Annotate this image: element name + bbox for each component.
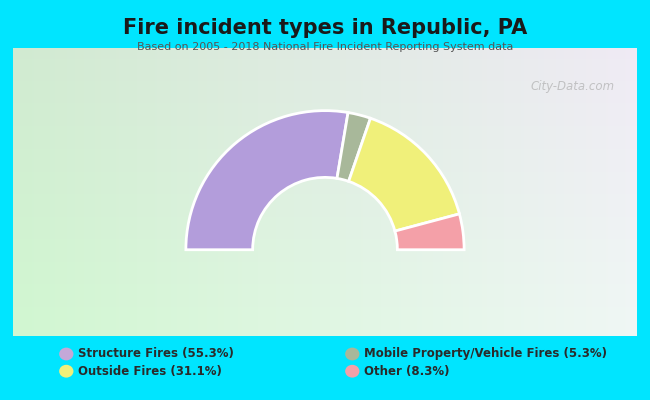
Text: Outside Fires (31.1%): Outside Fires (31.1%): [78, 365, 222, 378]
Text: City-Data.com: City-Data.com: [530, 80, 614, 93]
Wedge shape: [395, 214, 464, 250]
Wedge shape: [348, 118, 460, 231]
Wedge shape: [186, 111, 348, 250]
Text: Other (8.3%): Other (8.3%): [364, 365, 450, 378]
Text: Structure Fires (55.3%): Structure Fires (55.3%): [78, 348, 234, 360]
Text: Mobile Property/Vehicle Fires (5.3%): Mobile Property/Vehicle Fires (5.3%): [364, 348, 607, 360]
Wedge shape: [337, 112, 370, 181]
Text: Based on 2005 - 2018 National Fire Incident Reporting System data: Based on 2005 - 2018 National Fire Incid…: [136, 42, 514, 52]
Text: Fire incident types in Republic, PA: Fire incident types in Republic, PA: [123, 18, 527, 38]
